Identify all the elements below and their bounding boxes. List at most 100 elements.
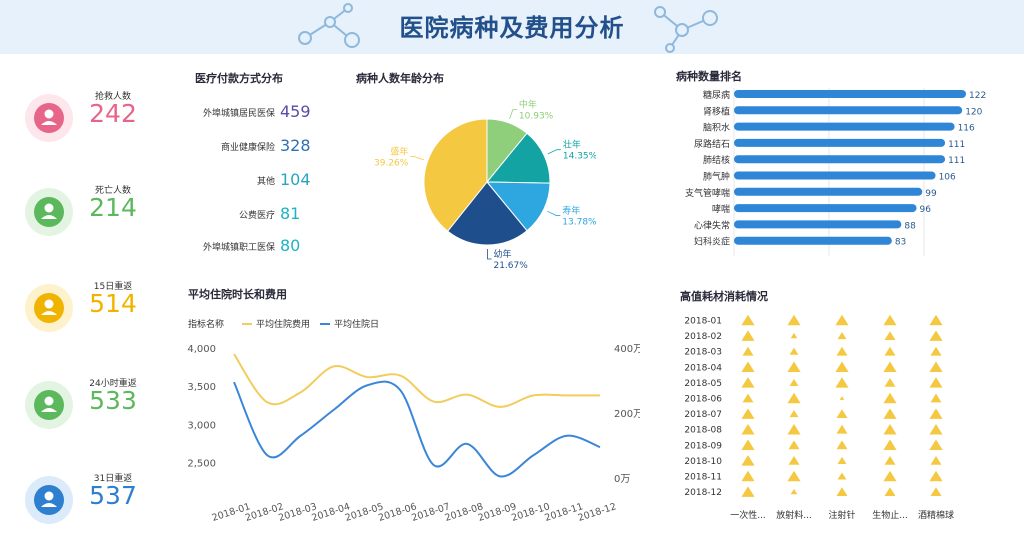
kpi-label: 31日重返 [93, 474, 133, 484]
materials-marker [789, 347, 799, 355]
materials-marker [741, 439, 755, 451]
ranking-value-label: 83 [895, 238, 906, 248]
materials-marker [884, 487, 896, 496]
pie-leader-line [410, 156, 424, 161]
line-y-left-tick: 3,000 [187, 420, 216, 431]
ranking-value-label: 88 [904, 221, 916, 231]
ranking-category-label: 心律失常 [694, 219, 730, 231]
ranking-bar [734, 236, 892, 245]
materials-row-label: 2018-04 [684, 363, 722, 373]
materials-row-label: 2018-11 [684, 473, 722, 483]
materials-marker [789, 378, 799, 386]
materials-scatter-chart: 2018-01 2018-02 2018-03 2018-04 2018-05 2018-… [684, 314, 954, 521]
line-y-left-tick: 4,000 [187, 344, 216, 355]
payment-item-label: 公费医疗 [238, 211, 275, 221]
materials-marker [787, 470, 801, 482]
payment-item-value: 80 [280, 236, 301, 255]
ranking-value-label: 116 [958, 124, 975, 134]
ranking-category-label: 肾移植 [703, 105, 730, 117]
stay-line-chart: 指标名称 平均住院费用 平均住院日 4,000 3,500 3,000 2,500 400万 2… [187, 318, 640, 524]
line-y-left-tick: 3,500 [187, 382, 216, 393]
materials-marker [787, 361, 801, 373]
materials-marker [836, 487, 848, 496]
pie-slice-percent: 10.93% [519, 111, 554, 121]
pie-slice-percent: 21.67% [493, 261, 528, 270]
materials-row-label: 2018-07 [684, 410, 722, 420]
materials-marker [884, 378, 896, 387]
materials-column-label: 一次性... [730, 509, 766, 521]
materials-row-label: 2018-08 [684, 426, 722, 436]
materials-marker [930, 393, 942, 403]
materials-marker [741, 408, 755, 419]
person-icon [25, 188, 73, 236]
molecule-decoration-right [654, 6, 718, 53]
pie-leader-line [547, 149, 561, 155]
pie-leader-line [547, 210, 561, 216]
kpi-label: 15日重返 [93, 282, 133, 292]
materials-marker [837, 456, 847, 464]
money-bag-icon [25, 476, 73, 524]
materials-marker [741, 377, 755, 388]
materials-marker [839, 396, 845, 400]
materials-marker [790, 332, 798, 339]
kpi-value: 242 [89, 99, 137, 128]
kpi-value: 514 [89, 289, 137, 318]
ranking-category-label: 尿路结石 [694, 138, 730, 150]
materials-marker [741, 314, 755, 326]
materials-marker [930, 346, 942, 356]
materials-marker [883, 470, 897, 482]
payment-title: 医疗付款方式分布 [195, 72, 283, 85]
ranking-value-label: 96 [920, 205, 932, 215]
ranking-category-label: 脑积水 [703, 122, 730, 134]
pie-slice-name: 幼年 [493, 248, 511, 260]
pie-slice-1 [485, 132, 551, 184]
materials-marker [788, 440, 800, 450]
materials-row-label: 2018-12 [684, 488, 722, 498]
materials-marker [835, 361, 849, 373]
pie-slice-2 [485, 181, 551, 232]
stay-title: 平均住院时长和费用 [188, 288, 287, 301]
materials-marker [742, 346, 754, 356]
materials-marker [836, 346, 848, 356]
materials-marker [929, 314, 943, 326]
ranking-bar [734, 204, 917, 213]
materials-marker [837, 332, 847, 340]
materials-marker [741, 361, 755, 373]
materials-marker [884, 456, 896, 465]
line-y-left-tick: 2,500 [187, 459, 216, 470]
materials-marker [929, 423, 943, 435]
payment-item-value: 104 [280, 170, 311, 189]
payment-item-label: 外埠城镇职工医保 [202, 243, 275, 253]
ranking-bar [734, 187, 923, 196]
line-y-right-tick: 0万 [614, 474, 630, 485]
ranking-category-label: 支气管哮喘 [685, 187, 730, 199]
materials-marker [883, 423, 897, 435]
pie-title: 病种人数年龄分布 [356, 72, 444, 85]
ranking-bar [734, 171, 936, 180]
materials-marker [787, 392, 801, 404]
ranking-bar [734, 138, 946, 147]
materials-row-label: 2018-10 [684, 457, 722, 467]
ranking-value-label: 99 [925, 189, 937, 199]
payment-item-value: 459 [280, 102, 311, 121]
materials-row-label: 2018-02 [684, 332, 722, 342]
materials-row-label: 2018-05 [684, 379, 722, 389]
clipboard-icon [25, 284, 73, 332]
ranking-value-label: 111 [948, 140, 965, 150]
line-y-right-tick: 200万 [614, 409, 640, 420]
kpi-label: 死亡人数 [94, 186, 131, 196]
materials-marker [741, 470, 755, 482]
line-series-0 [233, 353, 600, 408]
payment-item-value: 328 [280, 136, 311, 155]
pie-slice-name: 壮年 [563, 139, 581, 151]
kpi-label: 24小时重返 [89, 379, 137, 389]
pie-slice-3 [446, 181, 528, 246]
materials-marker [884, 331, 896, 340]
ranking-bar-chart: 糖尿病 122 肾移植 120 脑积水 116 尿路结石 111 肺结核 111 肺气肿 106 支气管… [685, 88, 986, 256]
materials-marker [930, 456, 942, 465]
materials-marker [929, 439, 943, 451]
materials-column-label: 放射料... [776, 509, 812, 521]
materials-marker [929, 361, 943, 373]
ranking-bar [734, 106, 963, 115]
group-icon [25, 94, 73, 142]
